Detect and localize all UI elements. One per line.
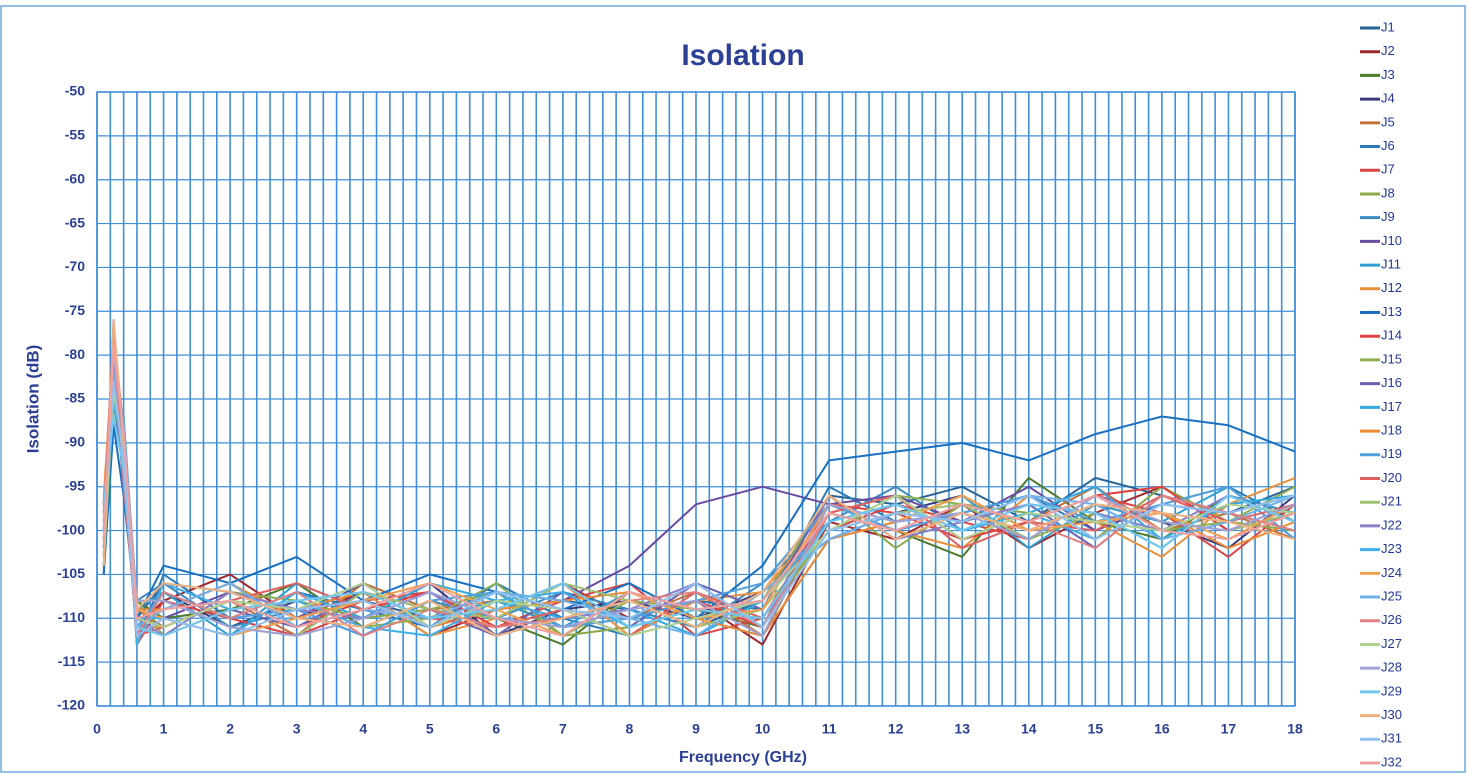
legend-label: J8 xyxy=(1381,185,1395,200)
legend-label: J4 xyxy=(1381,91,1395,106)
x-tick-label: 1 xyxy=(160,721,168,737)
x-tick-label: 17 xyxy=(1221,721,1237,737)
legend-label: J26 xyxy=(1381,612,1402,627)
legend-label: J21 xyxy=(1381,494,1402,509)
y-tick-label: -110 xyxy=(58,609,85,625)
legend-label: J23 xyxy=(1381,541,1402,556)
legend-label: J22 xyxy=(1381,517,1402,532)
legend-label: J10 xyxy=(1381,233,1402,248)
x-tick-label: 6 xyxy=(492,721,500,737)
y-tick-label: -115 xyxy=(58,653,85,669)
legend-label: J14 xyxy=(1381,328,1402,343)
x-tick-label: 5 xyxy=(426,721,434,737)
x-tick-label: 8 xyxy=(626,721,634,737)
legend-label: J29 xyxy=(1381,683,1402,698)
y-tick-label: -120 xyxy=(57,697,85,713)
x-tick-label: 16 xyxy=(1154,721,1170,737)
y-tick-label: -100 xyxy=(57,521,85,537)
y-tick-label: -80 xyxy=(65,346,85,362)
x-tick-label: 2 xyxy=(226,721,234,737)
x-tick-label: 15 xyxy=(1088,721,1104,737)
legend-label: J11 xyxy=(1381,257,1401,272)
x-tick-label: 0 xyxy=(93,721,101,737)
x-tick-label: 12 xyxy=(888,721,904,737)
legend-label: J31 xyxy=(1381,731,1402,746)
legend-label: J1 xyxy=(1381,19,1395,34)
legend-label: J6 xyxy=(1381,138,1395,153)
x-tick-label: 4 xyxy=(359,721,367,737)
chart-border xyxy=(0,5,1466,773)
legend-label: J15 xyxy=(1381,351,1402,366)
legend-label: J9 xyxy=(1381,209,1395,224)
legend-label: J3 xyxy=(1381,67,1395,82)
y-tick-label: -70 xyxy=(65,258,85,274)
legend-label: J2 xyxy=(1381,43,1395,58)
y-tick-label: -50 xyxy=(65,83,85,99)
y-tick-label: -95 xyxy=(65,477,85,493)
x-tick-label: 14 xyxy=(1021,721,1037,737)
legend-label: J32 xyxy=(1381,754,1402,769)
chart-title: Isolation xyxy=(681,39,804,72)
legend-label: J16 xyxy=(1381,375,1402,390)
legend-label: J13 xyxy=(1381,304,1402,319)
plot-lines xyxy=(102,319,1295,646)
legend-label: J30 xyxy=(1381,707,1402,722)
legend-label: J5 xyxy=(1381,114,1395,129)
y-tick-label: -105 xyxy=(57,565,85,581)
legend-label: J7 xyxy=(1381,162,1395,177)
x-tick-label: 13 xyxy=(954,721,970,737)
legend-label: J25 xyxy=(1381,588,1402,603)
x-tick-label: 7 xyxy=(559,721,567,737)
x-tick-label: 10 xyxy=(755,721,771,737)
legend-label: J18 xyxy=(1381,423,1402,438)
series-line xyxy=(102,345,1295,637)
y-tick-label: -90 xyxy=(65,434,85,450)
legend-label: J19 xyxy=(1381,446,1402,461)
y-tick-label: -85 xyxy=(65,390,85,406)
legend-label: J27 xyxy=(1381,636,1402,651)
legend-label: J17 xyxy=(1381,399,1402,414)
x-tick-label: 11 xyxy=(822,721,837,737)
x-axis-label: Frequency (GHz) xyxy=(679,749,807,766)
legend-label: J20 xyxy=(1381,470,1402,485)
y-axis-label: Isolation (dB) xyxy=(23,345,42,454)
y-tick-label: -65 xyxy=(65,214,85,230)
legend-label: J12 xyxy=(1381,280,1402,295)
x-tick-label: 18 xyxy=(1287,721,1303,737)
legend-label: J28 xyxy=(1381,660,1402,675)
legend-label: J24 xyxy=(1381,565,1402,580)
y-tick-label: -75 xyxy=(65,302,85,318)
y-tick-label: -55 xyxy=(65,127,85,143)
x-tick-label: 3 xyxy=(293,721,301,737)
x-tick-label: 9 xyxy=(692,721,700,737)
plot-frame xyxy=(96,91,1296,707)
y-tick-label: -60 xyxy=(65,170,85,186)
